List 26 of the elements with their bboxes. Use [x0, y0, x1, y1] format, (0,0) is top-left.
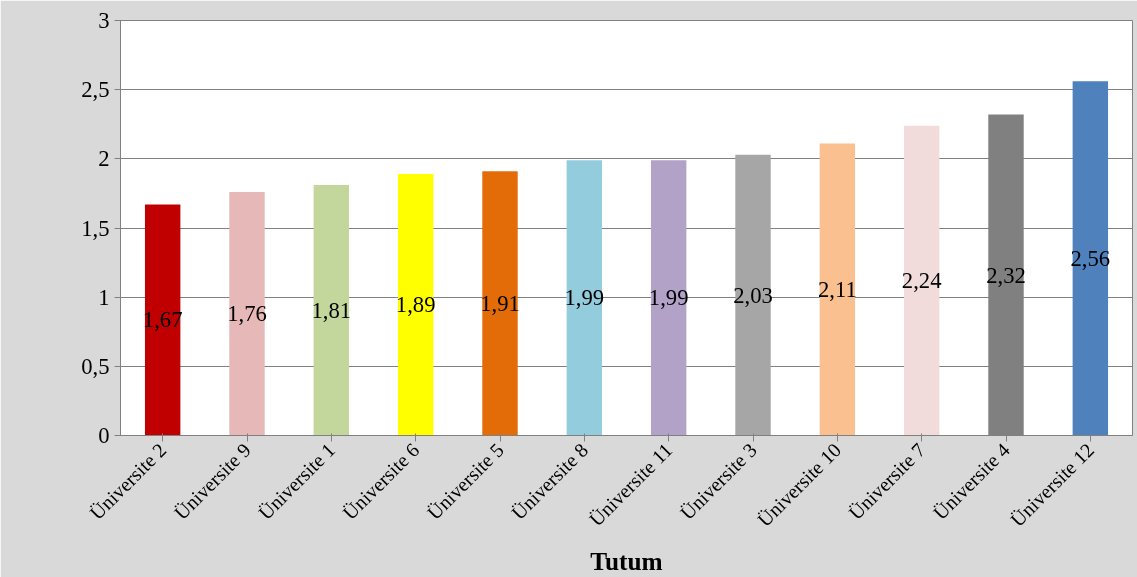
data-label: 1,99: [564, 285, 605, 311]
bar: [397, 174, 434, 436]
bar: [229, 192, 265, 436]
y-tick-label: 1,5: [81, 215, 110, 241]
bar: [566, 160, 603, 436]
bar: [482, 171, 518, 436]
bar: [819, 143, 856, 436]
data-label: 2,03: [733, 282, 773, 308]
bar: [735, 154, 771, 436]
data-label: 1,76: [227, 301, 267, 327]
y-tick-label: 0,5: [81, 353, 110, 379]
y-tick-label: 0: [98, 423, 110, 448]
y-tick-label: 2: [98, 146, 110, 172]
bar: [313, 185, 350, 436]
bar: [650, 160, 687, 436]
bar: [903, 125, 940, 436]
x-axis-title: Tutum: [590, 546, 663, 575]
y-tick-label: 3: [98, 8, 110, 33]
data-label: 1,99: [648, 285, 689, 311]
y-tick-label: 1: [98, 284, 110, 310]
data-label: 2,11: [817, 277, 857, 303]
bar: [1072, 81, 1109, 436]
y-tick-label: 2,5: [81, 77, 110, 103]
bar: [144, 204, 181, 436]
data-label: 1,81: [311, 297, 352, 323]
data-label: 2,24: [901, 268, 942, 294]
